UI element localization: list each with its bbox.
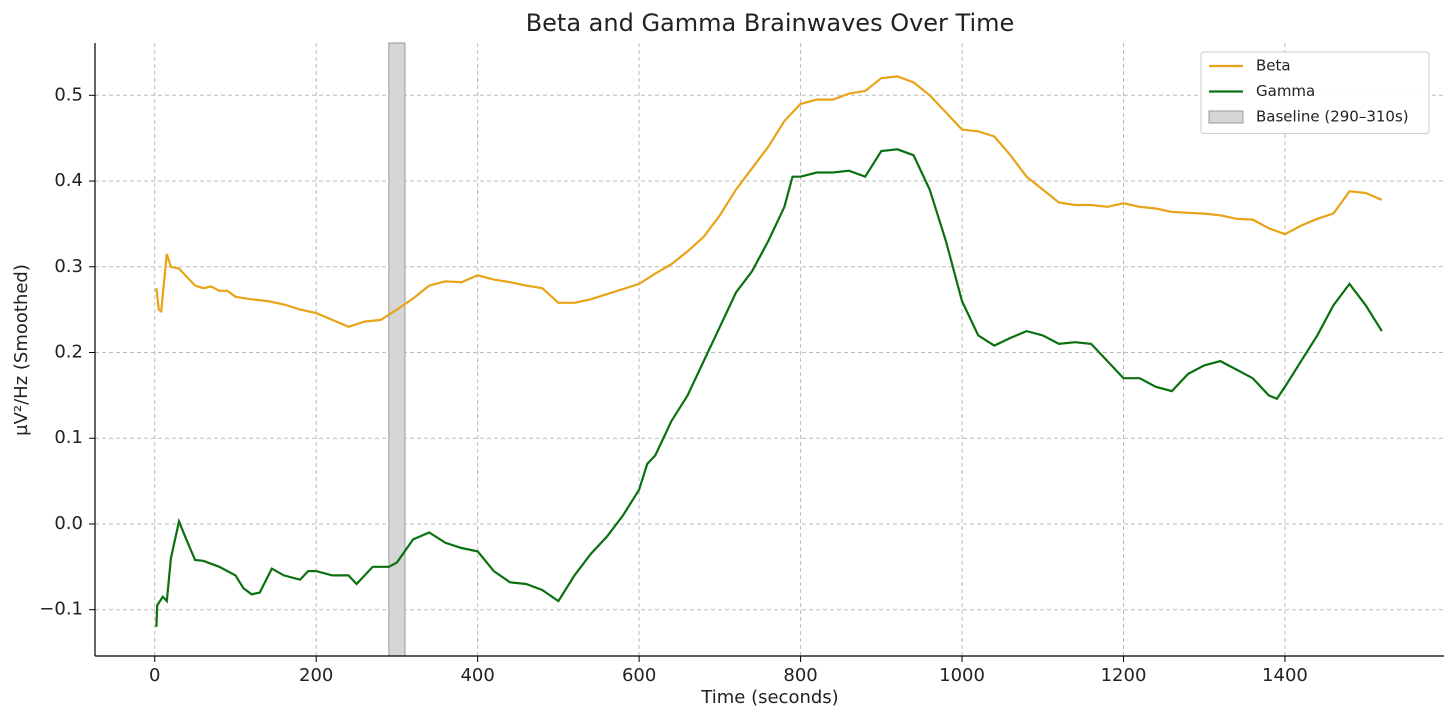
legend-label: Baseline (290–310s) [1256,108,1409,126]
x-tick-label: 800 [783,665,817,686]
y-tick-label: 0.1 [54,427,83,448]
y-axis-label: µV²/Hz (Smoothed) [11,264,32,436]
x-tick-label: 600 [622,665,656,686]
y-tick-label: 0.4 [54,170,83,191]
x-tick-label: 1000 [939,665,985,686]
legend-box [1200,51,1430,134]
line-series [155,148,1383,627]
x-axis-label: Time (seconds) [700,687,838,708]
chart-title: Beta and Gamma Brainwaves Over Time [526,9,1015,37]
y-tick-label: −0.1 [39,599,83,620]
line-series [155,75,1383,328]
x-tick-label: 1400 [1262,665,1308,686]
y-tick-label: 0.2 [54,342,83,363]
baseline-span [388,42,406,657]
x-tick-label: 1200 [1101,665,1147,686]
legend-swatch [1208,110,1244,124]
legend-label: Gamma [1256,82,1315,100]
x-tick-label: 400 [460,665,494,686]
y-tick-label: 0.0 [54,513,83,534]
legend-label: Beta [1256,57,1291,75]
x-tick-label: 200 [299,665,333,686]
y-tick-label: 0.5 [54,84,83,105]
x-tick-label: 0 [149,665,160,686]
y-tick-label: 0.3 [54,256,83,277]
